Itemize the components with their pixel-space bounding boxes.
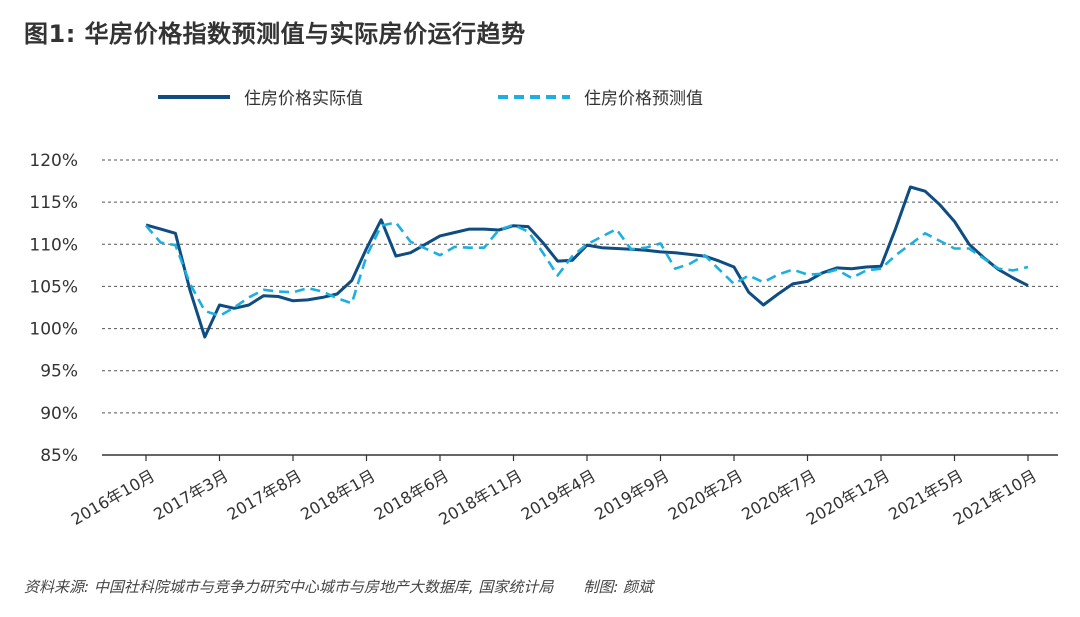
y-tick-label: 115% [29,193,78,213]
x-tick-label: 2020年12月 [803,466,893,529]
chart-title: 图1: 华房价格指数预测值与实际房价运行趋势 [24,20,526,48]
legend-label-forecast: 住房价格预测值 [584,89,703,109]
series-line-actual [145,185,1029,339]
y-tick-label: 90% [40,404,78,424]
x-tick-label: 2017年3月 [150,466,231,524]
x-tick-label: 2020年2月 [665,466,746,524]
chart-legend: 住房价格实际值 住房价格预测值 [0,84,1080,114]
y-tick-label: 95% [40,362,78,382]
legend-label-actual: 住房价格实际值 [244,89,363,109]
y-tick-label: 85% [40,446,78,466]
legend-swatch-actual [158,94,230,99]
x-tick-label: 2018年1月 [297,466,378,524]
x-tick-label: 2018年11月 [435,466,525,529]
legend-item-forecast: 住房价格预测值 [498,84,703,109]
y-tick-label: 100% [29,320,78,340]
x-tick-label: 2019年9月 [591,466,672,524]
legend-item-actual: 住房价格实际值 [158,84,363,109]
source-note: 资料来源: 中国社科院城市与竞争力研究中心城市与房地产大数据库, 国家统计局 制… [24,578,654,596]
x-tick-label: 2016年10月 [68,466,158,529]
x-tick-label: 2021年10月 [950,466,1040,529]
x-tick-label: 2017年8月 [224,466,305,524]
series-line-forecast [145,221,1029,318]
y-tick-label: 120% [29,151,78,171]
x-tick-label: 2019年4月 [518,466,599,524]
y-tick-label: 105% [29,277,78,297]
legend-swatch-forecast [498,94,570,99]
y-tick-label: 110% [29,235,78,255]
